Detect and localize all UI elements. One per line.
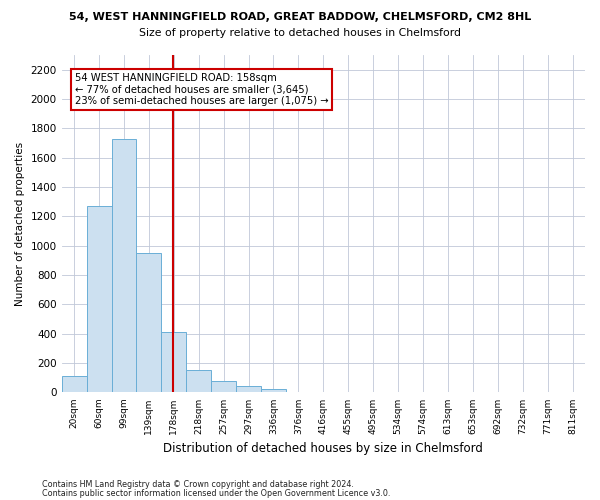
Bar (186, 370, 211, 392)
Text: 54, WEST HANNINGFIELD ROAD, GREAT BADDOW, CHELMSFORD, CM2 8HL: 54, WEST HANNINGFIELD ROAD, GREAT BADDOW… (69, 12, 531, 22)
Y-axis label: Number of detached properties: Number of detached properties (15, 142, 25, 306)
Bar (86, 206, 112, 392)
Bar (161, 332, 186, 392)
Bar (211, 380, 236, 392)
Bar (136, 253, 161, 392)
Bar (261, 389, 286, 392)
X-axis label: Distribution of detached houses by size in Chelmsford: Distribution of detached houses by size … (163, 442, 483, 455)
Text: Size of property relative to detached houses in Chelmsford: Size of property relative to detached ho… (139, 28, 461, 38)
Bar (236, 386, 261, 392)
Bar (62, 376, 86, 392)
Text: Contains public sector information licensed under the Open Government Licence v3: Contains public sector information licen… (42, 488, 391, 498)
Text: 54 WEST HANNINGFIELD ROAD: 158sqm
← 77% of detached houses are smaller (3,645)
2: 54 WEST HANNINGFIELD ROAD: 158sqm ← 77% … (74, 72, 328, 106)
Bar (112, 138, 136, 392)
Text: Contains HM Land Registry data © Crown copyright and database right 2024.: Contains HM Land Registry data © Crown c… (42, 480, 354, 489)
